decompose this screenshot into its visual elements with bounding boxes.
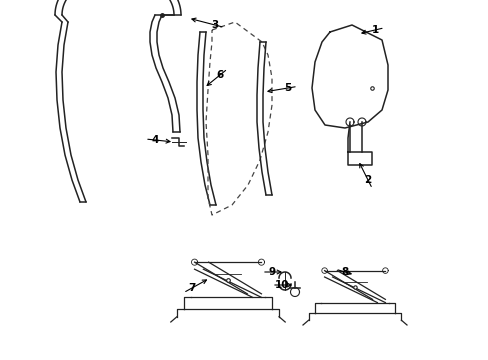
Text: 1: 1: [370, 25, 378, 35]
Text: 9: 9: [268, 267, 275, 277]
Text: 6: 6: [216, 70, 223, 80]
Text: 2: 2: [364, 175, 371, 185]
Text: 4: 4: [151, 135, 159, 145]
Text: 3: 3: [211, 20, 218, 30]
Text: 7: 7: [188, 283, 195, 293]
Text: 5: 5: [284, 83, 291, 93]
Text: 8: 8: [341, 267, 348, 277]
Text: 10: 10: [274, 280, 289, 290]
